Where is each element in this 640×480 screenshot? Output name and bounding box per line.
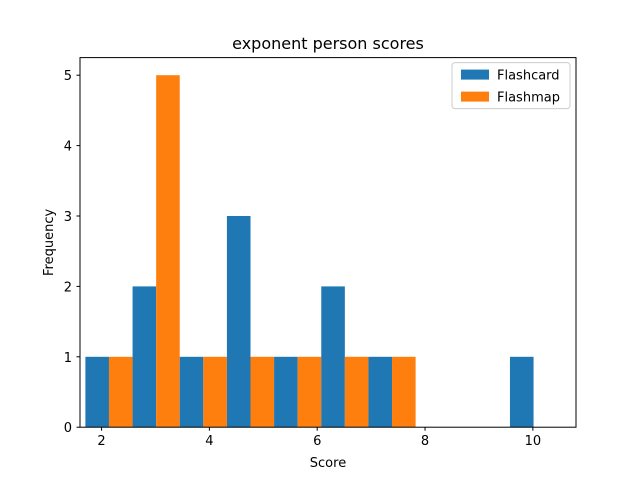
y-axis-label: Frequency (42, 209, 57, 276)
x-tick-label: 10 (525, 434, 542, 449)
x-tick-label: 4 (205, 434, 213, 449)
plot-frame (79, 57, 577, 428)
bar-flashmap-3 (203, 356, 227, 428)
y-tick-label: 2 (64, 280, 72, 295)
x-tick-label: 6 (313, 434, 321, 449)
bar-flashcard-6 (321, 286, 345, 428)
bar-flashmap-4 (250, 356, 275, 428)
y-tick-label: 0 (64, 421, 72, 436)
bar-flashcard-5 (274, 356, 298, 428)
legend-label-flashcard: Flashcard (497, 69, 560, 84)
bar-flashcard-7 (368, 356, 393, 428)
y-tick-label: 5 (64, 69, 72, 84)
bar-flashmap-1 (108, 356, 133, 428)
legend: Flashcard Flashmap (451, 62, 571, 110)
bar-flashmap-7 (392, 356, 416, 428)
y-axis-ticks: 0 1 2 3 4 5 (64, 69, 80, 436)
bar-flashcard-1 (85, 356, 109, 428)
bar-flashcard-4 (226, 216, 251, 428)
bars-group (85, 75, 534, 428)
y-tick-label: 1 (64, 351, 72, 366)
chart-title: exponent person scores (232, 34, 424, 53)
y-tick-label: 4 (64, 140, 72, 155)
y-tick-label: 3 (64, 210, 72, 225)
bar-flashmap-6 (344, 356, 369, 428)
x-axis-label: Score (310, 456, 346, 471)
x-tick-label: 8 (421, 434, 429, 449)
bar-flashcard-2 (132, 286, 157, 428)
bar-flashmap-5 (297, 356, 322, 428)
legend-label-flashmap: Flashmap (497, 91, 560, 106)
bar-flashcard-10 (509, 356, 534, 428)
bar-flashcard-3 (179, 356, 204, 428)
x-axis-ticks: 2 4 6 8 10 (97, 427, 541, 449)
legend-swatch-flashmap (461, 91, 489, 102)
legend-swatch-flashcard (461, 69, 489, 80)
bar-flashmap-2 (156, 75, 180, 428)
x-tick-label: 2 (97, 434, 105, 449)
